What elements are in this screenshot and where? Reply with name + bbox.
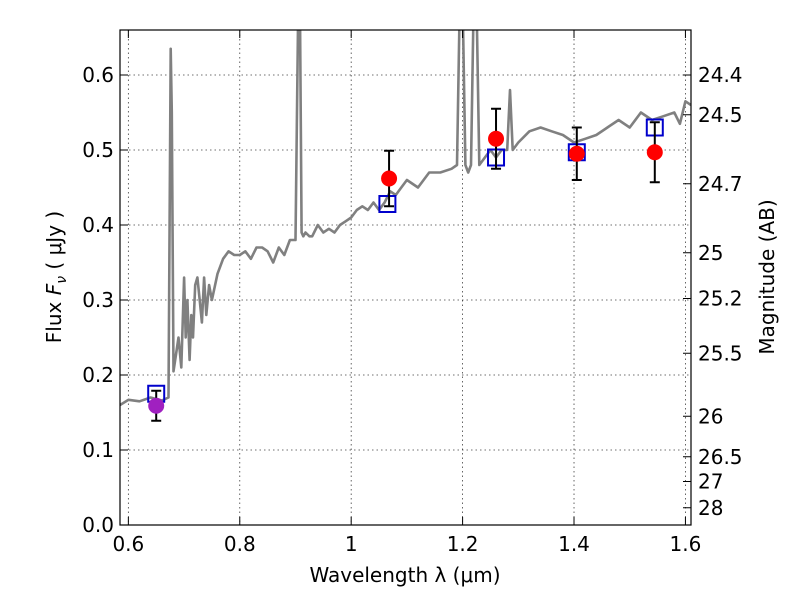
y2-tick-label: 25.2 <box>698 287 743 311</box>
model-flux-square <box>378 195 397 213</box>
grid-layer <box>120 30 691 526</box>
plot-frame <box>119 29 692 526</box>
x-axis-label: Wavelength λ (μm) <box>309 563 500 587</box>
spectrum-line <box>120 30 691 407</box>
y2-tick-label: 26.5 <box>698 445 743 469</box>
y-tick-label: 0.6 <box>82 63 114 87</box>
x-tick-label: 0.8 <box>224 532 256 556</box>
measured-flux-point <box>488 130 505 147</box>
y2-tick-label: 24.4 <box>698 63 743 87</box>
y2-tick-label: 24.7 <box>698 172 743 196</box>
axis-layer: 0.6 0.8 1 1.2 1.4 1.6 0.0 0.1 0.2 0.3 0.4 0.5 0.6 24.… <box>82 30 743 556</box>
x-tick-label: 1.6 <box>670 532 702 556</box>
y2-axis-label: Magnitude (AB) <box>755 199 779 354</box>
spectrum-layer <box>120 30 691 407</box>
y-tick-label: 0.3 <box>82 288 114 312</box>
y2-tick-label: 25 <box>698 241 723 265</box>
y-axis-label: Flux Fν ( μJy ) <box>42 211 70 343</box>
y-tick-label: 0.1 <box>82 438 114 462</box>
measured-flux-point <box>568 145 585 162</box>
y-axis-label-suffix: ( μJy ) <box>42 211 66 276</box>
y2-tick-label: 28 <box>698 496 723 520</box>
y-tick-label: 0.0 <box>82 513 114 537</box>
y-tick-label: 0.2 <box>82 363 114 387</box>
y2-tick-label: 27 <box>698 470 723 494</box>
measured-flux-point <box>148 397 165 414</box>
x-tick-label: 1.4 <box>558 532 590 556</box>
y2-tick-label: 26 <box>698 404 723 428</box>
measured-flux-point <box>381 170 398 187</box>
y2-tick-label: 24.5 <box>698 103 743 127</box>
y-axis-label-subscript: ν <box>54 276 70 284</box>
marker-layer <box>147 107 664 422</box>
x-tick-label: 0.6 <box>112 532 144 556</box>
y2-tick-label: 25.5 <box>698 341 743 365</box>
measured-flux-point <box>646 144 663 161</box>
x-tick-label: 1.2 <box>447 532 479 556</box>
y-tick-label: 0.5 <box>82 138 114 162</box>
x-tick-label: 1 <box>345 532 358 556</box>
y-axis-label-symbol: F <box>42 283 66 295</box>
y-tick-label: 0.4 <box>82 213 114 237</box>
y-axis-label-prefix: Flux <box>42 295 66 343</box>
